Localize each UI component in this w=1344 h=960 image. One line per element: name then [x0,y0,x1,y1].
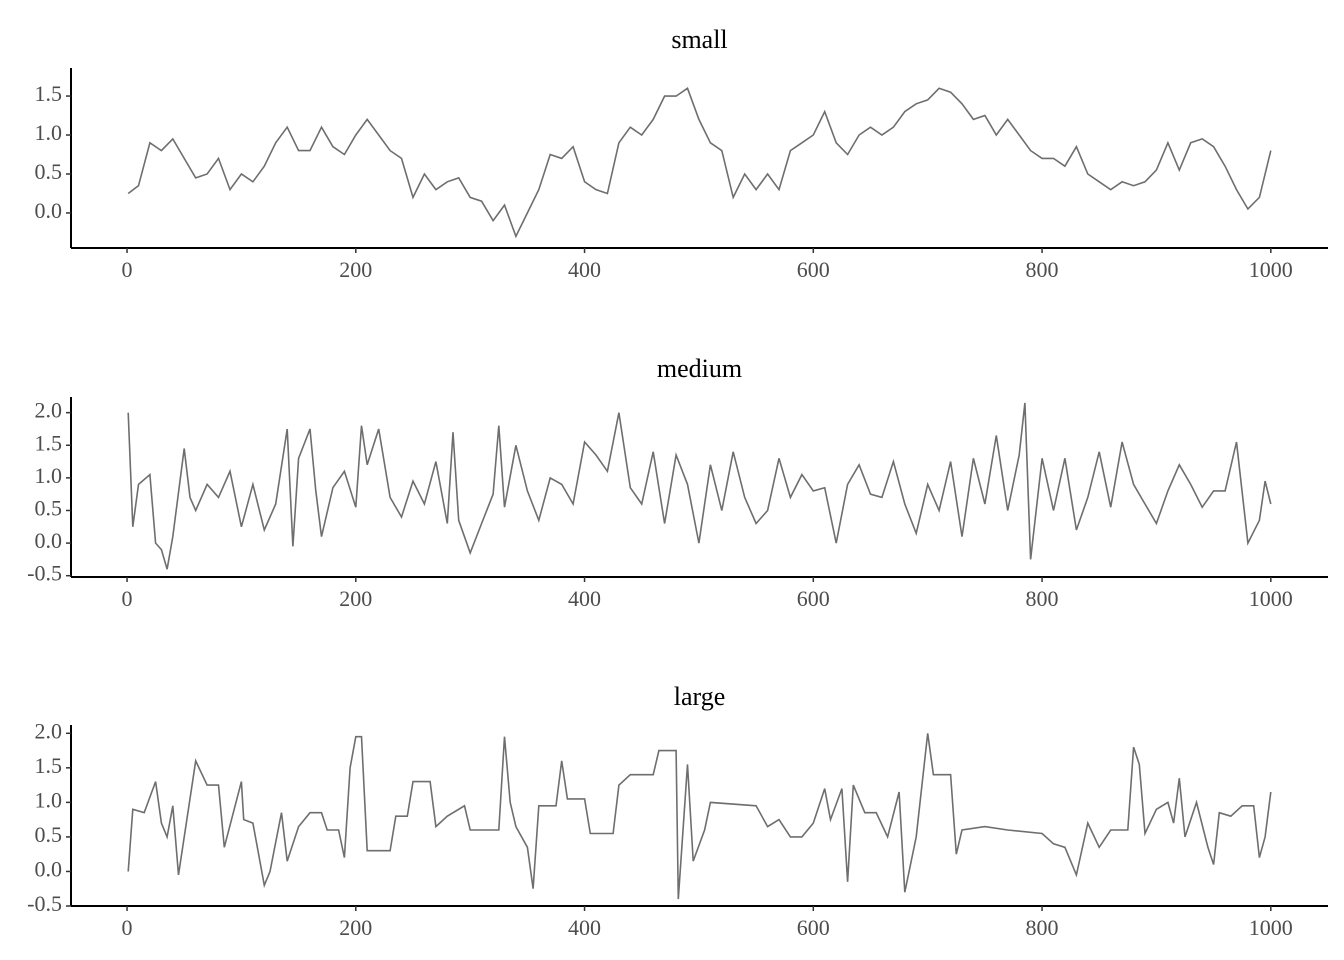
x-tick-label: 0 [122,586,133,611]
y-tick-label: 1.0 [35,463,63,488]
x-tick-label: 0 [122,257,133,282]
y-tick-label: 0.0 [35,198,63,223]
y-tick-label: -0.5 [27,561,62,586]
panel-title: medium [657,354,742,383]
x-tick-label: 600 [797,915,830,940]
x-tick-label: 600 [797,586,830,611]
data-line [127,733,1272,900]
x-tick-label: 800 [1026,915,1059,940]
y-tick-label: 2.0 [35,398,63,423]
x-tick-label: 800 [1026,586,1059,611]
x-tick-label: 400 [568,257,601,282]
data-line [127,87,1272,239]
y-tick-label: 2.0 [35,718,63,743]
y-tick-label: 0.5 [35,496,63,521]
panel-title: large [674,682,726,711]
x-tick-label: 600 [797,257,830,282]
x-tick-label: 800 [1026,257,1059,282]
y-tick-label: 1.5 [35,81,63,106]
x-tick-label: 1000 [1249,586,1293,611]
y-tick-label: 1.0 [35,787,63,812]
data-line [127,402,1272,570]
x-tick-label: 400 [568,586,601,611]
y-tick-label: 0.0 [35,528,63,553]
y-tick-label: 0.5 [35,159,63,184]
y-tick-label: 1.5 [35,753,63,778]
x-tick-label: 1000 [1249,915,1293,940]
y-tick-label: 1.5 [35,430,63,455]
y-tick-label: 0.0 [35,857,63,882]
panel-title: small [671,25,727,54]
y-tick-label: 1.0 [35,120,63,145]
x-tick-label: 200 [339,915,372,940]
y-tick-label: 0.5 [35,822,63,847]
x-tick-label: 1000 [1249,257,1293,282]
x-tick-label: 200 [339,586,372,611]
x-tick-label: 400 [568,915,601,940]
y-tick-label: -0.5 [27,891,62,916]
x-tick-label: 0 [122,915,133,940]
x-tick-label: 200 [339,257,372,282]
